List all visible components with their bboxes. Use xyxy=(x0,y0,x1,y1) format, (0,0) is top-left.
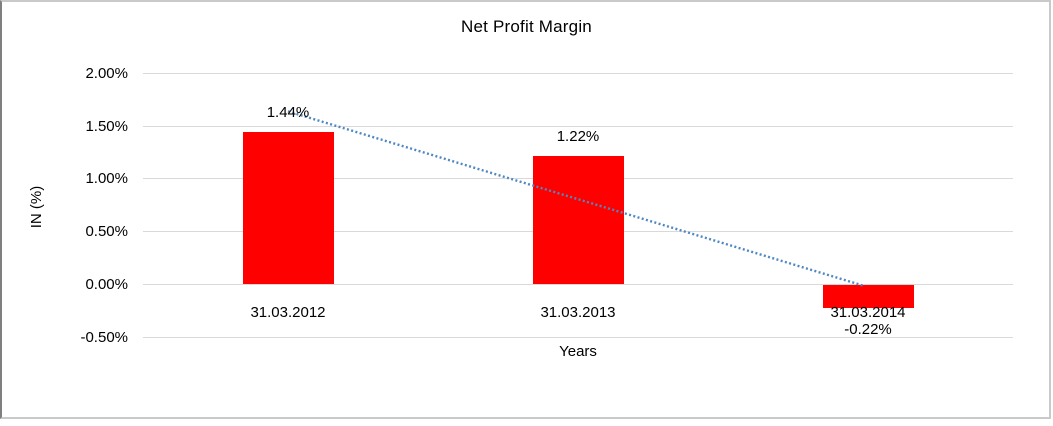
y-axis-tick-label: 2.00% xyxy=(85,64,128,82)
x-axis-category-label: 31.03.2014 xyxy=(830,304,906,321)
bar-data-label: -0.22% xyxy=(844,320,892,338)
y-axis-tick-label: 0.00% xyxy=(85,276,128,293)
bar-data-label: 1.44% xyxy=(266,104,310,122)
x-axis-category-label: 31.03.2013 xyxy=(540,304,616,321)
x-axis-category-label: 31.03.2012 xyxy=(250,304,326,321)
x-axis-title: Years xyxy=(559,343,597,360)
gridline xyxy=(143,72,1013,74)
y-axis-title: IN (%) xyxy=(28,185,45,229)
gridline xyxy=(143,336,1013,338)
gridline xyxy=(143,125,1013,127)
bar xyxy=(532,155,624,285)
y-axis-tick-label: 1.00% xyxy=(85,170,128,188)
chart-title: Net Profit Margin xyxy=(461,17,592,36)
y-axis-tick-label: 1.50% xyxy=(85,117,128,135)
y-axis-tick-label: -0.50% xyxy=(80,328,128,346)
bar-data-label: 1.22% xyxy=(556,127,600,145)
bar xyxy=(242,132,334,285)
bar xyxy=(822,284,914,308)
y-axis-tick-label: 0.50% xyxy=(85,223,128,241)
